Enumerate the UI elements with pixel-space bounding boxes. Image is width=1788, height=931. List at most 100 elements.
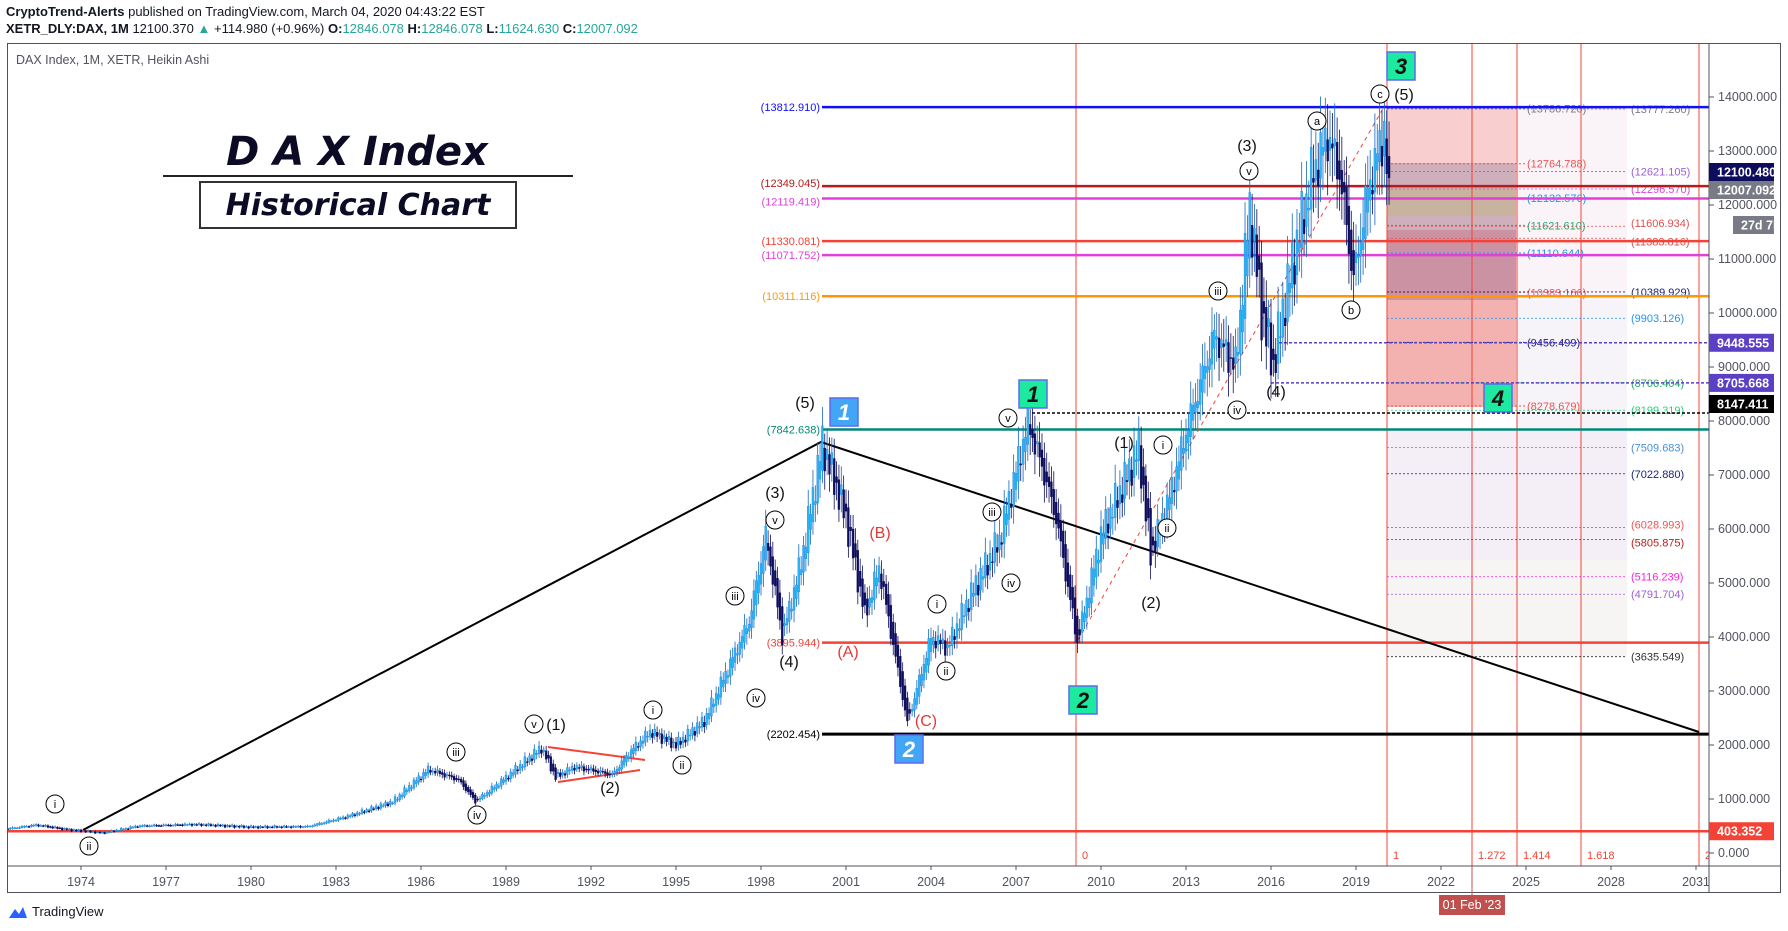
candle [372,806,375,811]
candle [186,823,189,826]
candle-body [35,824,38,826]
candle-body [280,826,283,828]
price-badge: 12007.092 [1717,184,1776,198]
candle [167,823,170,827]
candle [1345,156,1348,246]
candle-body [821,425,824,471]
candle [1038,422,1041,477]
candle [1092,555,1096,597]
candle-body [828,454,831,475]
candle [37,823,40,828]
candle [1317,142,1320,219]
candle-body [977,585,980,596]
wave-box [1068,685,1098,715]
candle-body [1288,283,1292,293]
candle [1234,328,1237,383]
candle-body [341,816,345,819]
candle-body [903,685,907,711]
candle [663,730,666,744]
candle [1019,446,1022,481]
candle-body [507,777,510,780]
wave-label: (5) [1394,87,1414,104]
candle [120,826,123,832]
candle [903,678,907,717]
candle-body [745,628,748,634]
wave-label: 3 [1386,51,1416,81]
candle-body [681,736,685,743]
candle [247,825,250,830]
candle-body [892,621,895,645]
candle [578,763,581,773]
candle-body [306,825,309,828]
candle-body [526,761,529,763]
wave-label: (A) [837,644,858,661]
candle [875,564,878,599]
candle-body [693,731,697,736]
candle-body [748,623,751,632]
candle [714,686,718,713]
candle [981,565,985,593]
candle [1364,163,1367,269]
candle-body [818,461,822,480]
time-tick-label: 2013 [1172,875,1200,889]
candle-body [46,825,50,828]
candle-body [301,826,305,828]
candle-body [1132,445,1136,478]
candle [847,490,850,558]
candle [955,612,959,649]
candle [117,829,120,832]
candle [481,792,484,801]
candle-body [1352,250,1355,276]
candle [774,559,777,596]
price-tick-label: 8000.000 [1718,414,1770,428]
candle [620,756,623,774]
candle [1210,307,1214,388]
wave-label: iv [1001,573,1021,593]
candle-body [297,826,300,828]
candle-body [908,709,911,714]
candle-body [56,826,59,829]
candle-body [384,801,387,806]
candle [589,764,593,774]
candle-body [835,476,838,483]
candle [483,792,486,800]
candle [75,828,78,832]
candle-body [1347,205,1351,254]
candle-body [79,829,83,832]
candle [1043,442,1046,503]
candle [49,825,52,829]
candle [249,824,253,829]
candle-body [1147,498,1150,519]
wave-circle [1370,84,1390,104]
candle [724,662,727,692]
candle [696,716,699,738]
candle [403,784,406,799]
fib-level-label: (3635.549) [1631,652,1684,664]
candle [127,827,130,830]
candle-body [514,765,517,775]
candle [733,641,737,671]
candle-body [698,726,701,729]
candle [389,798,392,808]
tradingview-logo[interactable]: TradingView [8,904,104,919]
candle [908,702,911,721]
author-link[interactable]: CryptoTrend-Alerts [6,4,125,19]
candle-body [20,826,24,828]
candle-body [105,831,109,834]
projection-line [1077,104,1386,641]
channel-line-lower [557,769,641,783]
candle-body [434,770,437,774]
candle [363,809,366,815]
time-tick-label: 1980 [237,875,265,889]
candle [443,769,446,781]
wave-circle [1153,435,1173,455]
candle-body [1267,318,1270,327]
candle-body [169,825,172,827]
candle-body [604,771,607,774]
candle [906,691,909,727]
candle-body [1302,219,1306,234]
candle-body [358,813,361,815]
candle-body [1121,494,1124,503]
candle-body [464,783,468,791]
